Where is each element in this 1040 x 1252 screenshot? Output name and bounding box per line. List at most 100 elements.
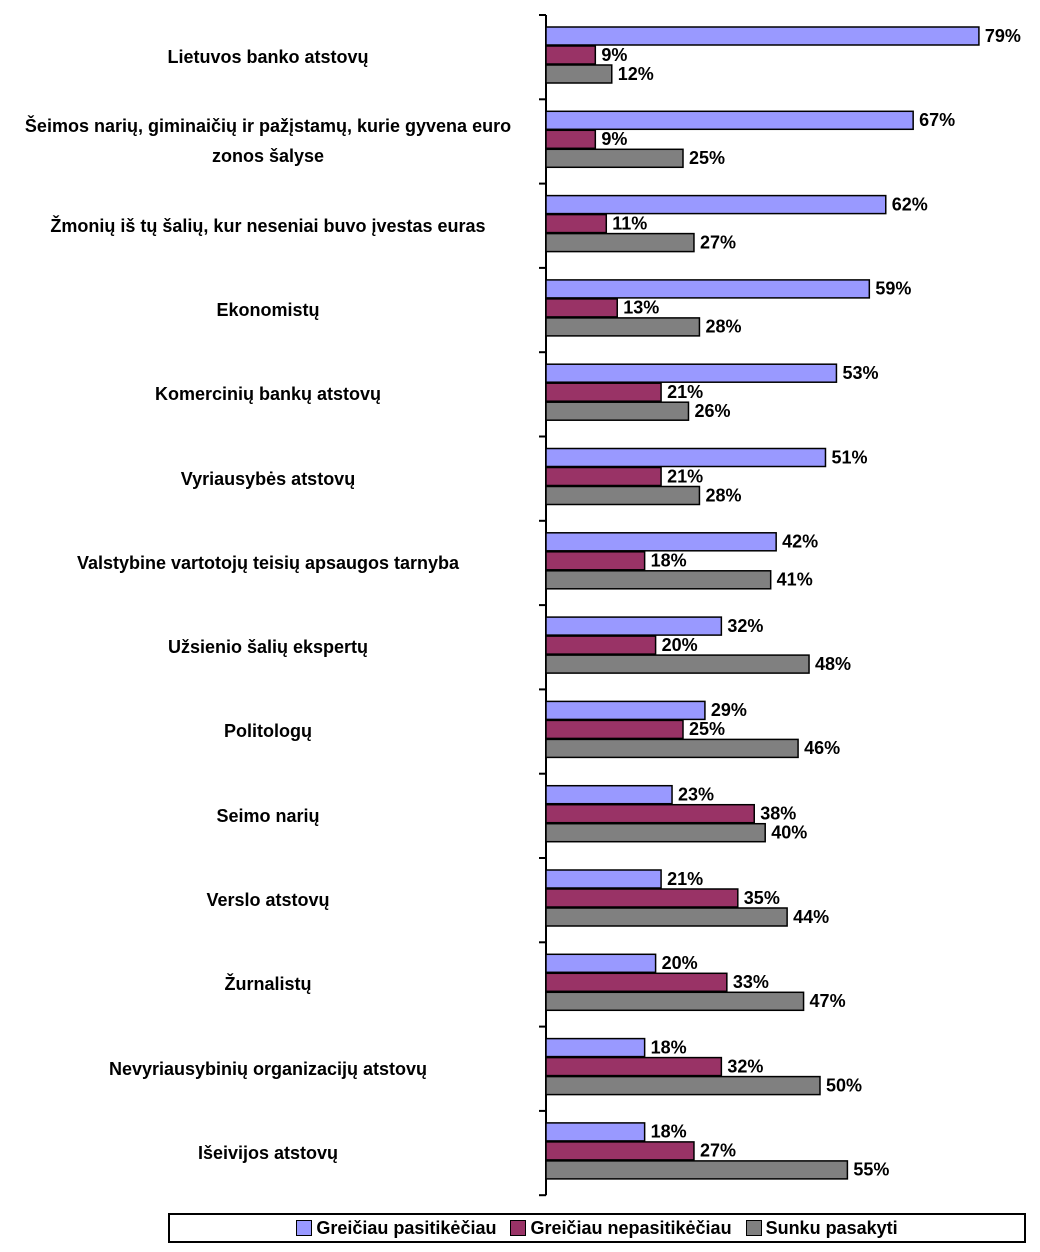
legend-item: Greičiau nepasitikėčiau [510, 1217, 732, 1239]
value-label: 9% [601, 45, 627, 65]
value-label: 20% [662, 635, 698, 655]
value-label: 18% [651, 1122, 687, 1142]
bar [545, 485, 701, 506]
value-label: 33% [733, 972, 769, 992]
bar [545, 738, 799, 759]
bar [545, 64, 613, 84]
value-label: 18% [651, 551, 687, 571]
category-label: Komercinių bankų atstovų [154, 384, 382, 405]
bar [545, 1056, 723, 1077]
value-label: 11% [612, 213, 647, 233]
value-label: 50% [826, 1075, 862, 1095]
value-label: 62% [892, 194, 928, 214]
bar [545, 45, 597, 65]
category-label: Ekonomistų [216, 299, 320, 320]
value-label: 21% [667, 382, 703, 402]
bar [545, 869, 662, 889]
value-label: 51% [831, 447, 867, 467]
bar [545, 972, 728, 993]
category-label: Valstybine vartotojų teisių apsaugos tar… [76, 552, 460, 573]
bar [545, 719, 684, 740]
value-label: 25% [689, 719, 725, 739]
bar [545, 1122, 646, 1142]
value-label: 40% [771, 822, 807, 842]
category-label: Užsienio šalių ekspertų [167, 637, 369, 658]
bar [545, 1075, 821, 1096]
bar [545, 363, 838, 383]
legend-label: Greičiau pasitikėčiau [316, 1217, 497, 1238]
category-label: Išeivijos atstovų [197, 1142, 339, 1163]
bar [545, 888, 739, 908]
legend-swatch [510, 1220, 527, 1236]
value-label: 26% [694, 401, 730, 421]
bar [545, 466, 662, 487]
bar [545, 26, 980, 46]
value-label: 27% [700, 232, 736, 252]
value-label: 35% [744, 888, 780, 908]
legend-item: Greičiau pasitikėčiau [296, 1218, 496, 1239]
bar [545, 298, 618, 318]
value-label: 67% [919, 110, 955, 130]
bar [545, 907, 788, 927]
bar [545, 1160, 849, 1180]
bar [545, 784, 673, 805]
bar [545, 194, 887, 215]
category-label: Politologų [224, 721, 312, 742]
value-label: 32% [727, 616, 763, 636]
bar [545, 148, 684, 169]
value-label: 25% [689, 148, 725, 168]
value-label: 23% [678, 784, 714, 804]
bar [545, 279, 871, 299]
bar [545, 382, 662, 402]
legend: Greičiau pasitikėčiau Greičiau nepasitikė… [168, 1213, 1026, 1243]
value-label: 9% [601, 129, 627, 149]
category-label: Verslo atstovų [206, 890, 330, 910]
legend-label: Greičiau nepasitikėčiau [530, 1217, 732, 1238]
legend-swatch [745, 1220, 762, 1236]
value-label: 29% [711, 700, 747, 720]
value-label: 53% [842, 363, 878, 383]
bar [545, 803, 755, 824]
bar [545, 953, 657, 974]
bar [545, 447, 827, 468]
bar [545, 551, 646, 571]
legend-swatch [296, 1220, 313, 1236]
value-label: 13% [623, 298, 659, 318]
bar [545, 991, 805, 1012]
bar [545, 317, 701, 337]
bar [545, 570, 772, 590]
value-label: 32% [727, 1056, 763, 1076]
value-label: 38% [760, 803, 796, 823]
value-label: 55% [853, 1160, 889, 1180]
bar [545, 401, 690, 421]
value-label: 41% [777, 570, 813, 590]
bar [545, 532, 777, 552]
legend-label: Sunku pasakyti [765, 1217, 898, 1238]
bar [545, 213, 608, 234]
legend-item: Sunku pasakyti [745, 1217, 898, 1239]
category-label: Lietuvos banko atstovų [167, 47, 369, 67]
value-label: 59% [875, 279, 911, 299]
bar [545, 232, 695, 253]
bar [545, 654, 810, 674]
value-label: 20% [662, 953, 698, 973]
value-label: 79% [985, 26, 1021, 46]
value-label: 21% [667, 466, 703, 486]
bar [545, 635, 657, 655]
bar [545, 616, 723, 636]
value-label: 47% [810, 991, 846, 1011]
bar [545, 1037, 646, 1058]
value-label: 18% [651, 1037, 687, 1057]
value-label: 28% [705, 317, 741, 337]
value-label: 28% [705, 485, 741, 505]
value-label: 44% [793, 907, 829, 927]
category-label: Vyriausybės atstovų [180, 468, 356, 489]
value-label: 27% [700, 1141, 736, 1161]
category-label: Seimo narių [216, 805, 320, 826]
bar [545, 129, 597, 150]
category-label: Žmonių iš tų šalių, kur neseniai buvo įv… [50, 215, 486, 236]
category-label: Žurnalistų [224, 974, 312, 995]
bar [545, 1141, 695, 1161]
